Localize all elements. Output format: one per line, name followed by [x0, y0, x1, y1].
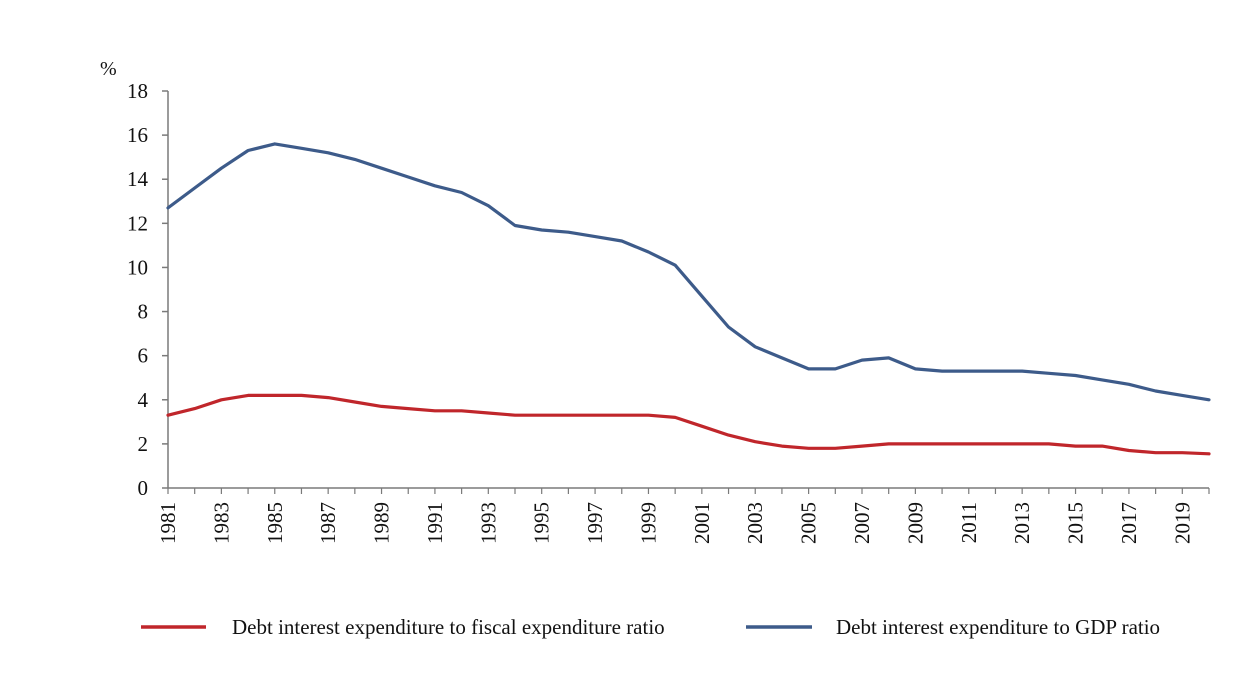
series-line-2 [166, 142, 1211, 402]
x-tick-label: 2011 [957, 502, 981, 543]
y-tick-label: 10 [127, 255, 148, 279]
x-tick-label: 1993 [476, 502, 500, 544]
x-tick-label: 2009 [903, 502, 927, 544]
x-tick-label: 2017 [1117, 502, 1141, 544]
x-tick-label: 1989 [370, 502, 394, 544]
x-tick-label: 1981 [156, 502, 180, 544]
x-tick-label: 1983 [209, 502, 233, 544]
x-tick-label: 2019 [1170, 502, 1194, 544]
y-tick-label: 2 [138, 432, 149, 456]
legend: Debt interest expenditure to fiscal expe… [141, 615, 1160, 639]
x-tick-label: 2015 [1064, 502, 1088, 544]
y-tick-label: 0 [138, 476, 149, 500]
series-lines [166, 142, 1211, 456]
legend-label-2: Debt interest expenditure to GDP ratio [836, 615, 1160, 639]
legend-label-1: Debt interest expenditure to fiscal expe… [232, 615, 665, 639]
x-tick-label: 2005 [797, 502, 821, 544]
x-tick-label: 2013 [1010, 502, 1034, 544]
y-tick-label: 12 [127, 211, 148, 235]
series-line-1 [166, 393, 1211, 456]
y-tick-label: 8 [138, 300, 149, 324]
y-tick-label: 6 [138, 344, 149, 368]
x-tick-label: 2007 [850, 502, 874, 544]
x-tick-label: 1985 [263, 502, 287, 544]
x-tick-label: 2003 [743, 502, 767, 544]
x-tick-label: 1997 [583, 502, 607, 544]
y-tick-label: 18 [127, 79, 148, 103]
x-tick-label: 2001 [690, 502, 714, 544]
y-axis: 0 2 4 6 8 10 12 14 16 18 [127, 79, 169, 500]
y-tick-label: 4 [138, 388, 149, 412]
x-axis: 1981 1983 1985 1987 1989 1991 1993 1995 1997 1999… [156, 487, 1210, 544]
x-tick-label: 1991 [423, 502, 447, 544]
y-tick-label: 16 [127, 123, 148, 147]
x-tick-label: 1995 [530, 502, 554, 544]
x-tick-label: 1987 [316, 502, 340, 544]
y-tick-label: 14 [127, 167, 149, 191]
x-tick-label: 1999 [636, 502, 660, 544]
y-axis-unit-label: % [100, 58, 117, 80]
